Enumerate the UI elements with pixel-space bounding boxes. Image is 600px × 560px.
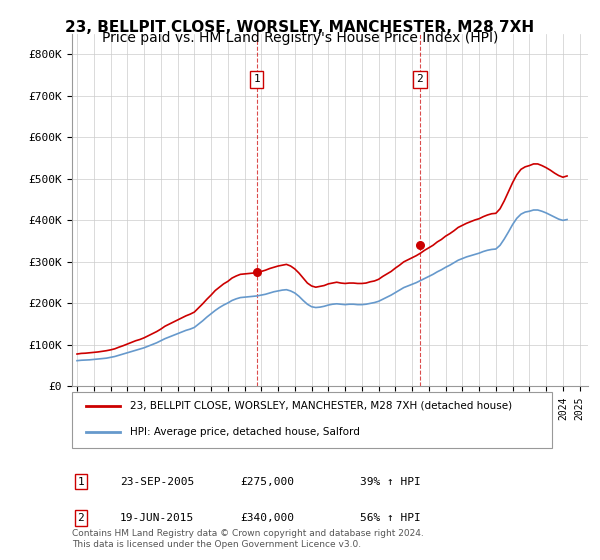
Point — [415, 241, 425, 250]
Text: £275,000: £275,000 — [240, 477, 294, 487]
Text: Contains HM Land Registry data © Crown copyright and database right 2024.
This d: Contains HM Land Registry data © Crown c… — [72, 529, 424, 549]
Text: 2: 2 — [77, 513, 85, 523]
Text: 1: 1 — [77, 477, 85, 487]
Text: 39% ↑ HPI: 39% ↑ HPI — [360, 477, 421, 487]
Text: 1: 1 — [253, 74, 260, 85]
Point — [252, 268, 262, 277]
Text: 56% ↑ HPI: 56% ↑ HPI — [360, 513, 421, 523]
Text: Price paid vs. HM Land Registry's House Price Index (HPI): Price paid vs. HM Land Registry's House … — [102, 31, 498, 45]
Text: 19-JUN-2015: 19-JUN-2015 — [120, 513, 194, 523]
FancyBboxPatch shape — [72, 392, 552, 448]
Text: £340,000: £340,000 — [240, 513, 294, 523]
Text: 23, BELLPIT CLOSE, WORSLEY, MANCHESTER, M28 7XH: 23, BELLPIT CLOSE, WORSLEY, MANCHESTER, … — [65, 20, 535, 35]
Text: 23, BELLPIT CLOSE, WORSLEY, MANCHESTER, M28 7XH (detached house): 23, BELLPIT CLOSE, WORSLEY, MANCHESTER, … — [130, 401, 512, 411]
Text: 23-SEP-2005: 23-SEP-2005 — [120, 477, 194, 487]
Text: HPI: Average price, detached house, Salford: HPI: Average price, detached house, Salf… — [130, 427, 359, 437]
Text: 2: 2 — [416, 74, 424, 85]
